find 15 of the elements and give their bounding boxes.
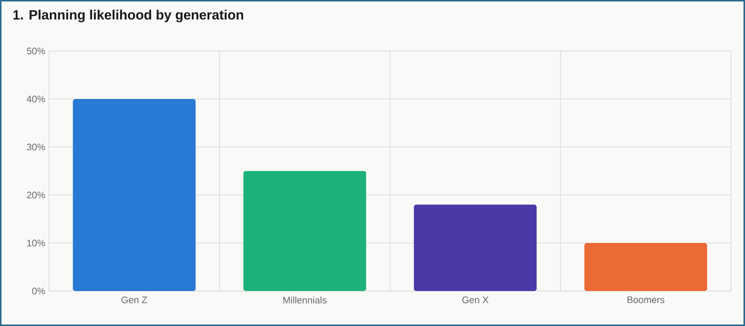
y-tick-label: 10% — [27, 240, 46, 246]
y-tick-label: 20% — [27, 192, 46, 198]
x-tick-label: Boomers — [628, 296, 664, 304]
x-tick-label: Millennials — [283, 296, 326, 304]
y-tick-label: 0% — [32, 288, 46, 294]
bar — [414, 204, 537, 291]
x-tick-label: Gen Z — [122, 296, 148, 304]
bar — [243, 171, 366, 291]
y-tick-label: 30% — [26, 144, 46, 150]
bar — [72, 99, 196, 291]
x-tick-label: Gen X — [462, 296, 488, 304]
y-tick-label: 50% — [26, 48, 46, 54]
y-tick-label: 40% — [26, 96, 46, 102]
chart-title: 1. Planning likelihood by generation — [13, 10, 244, 22]
bar — [584, 243, 708, 291]
